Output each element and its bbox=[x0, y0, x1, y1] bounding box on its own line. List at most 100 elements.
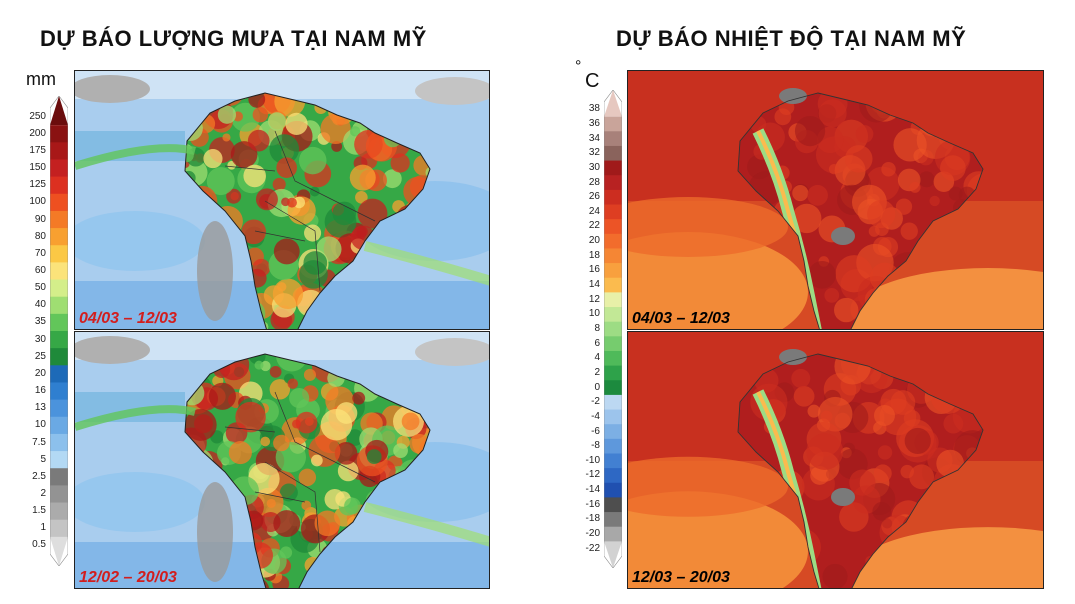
colorbar-swatch bbox=[50, 245, 68, 263]
colorbar-tick-label: 18 bbox=[588, 249, 600, 261]
temperature-map-panel-2: 12/03 – 20/03 bbox=[627, 331, 1044, 589]
colorbar-swatch bbox=[604, 263, 622, 279]
colorbar-tick-label: 2 bbox=[40, 487, 46, 499]
colorbar-swatch bbox=[50, 536, 68, 566]
colorbar-tick-label: 34 bbox=[588, 132, 600, 144]
temperature-map-panel-1: 04/03 – 12/03 bbox=[627, 70, 1044, 330]
colorbar-tick-label: 26 bbox=[588, 191, 600, 203]
colorbar-tick-label: 20 bbox=[34, 367, 46, 379]
colorbar-swatch bbox=[604, 482, 622, 498]
rain-date-label-2: 12/02 – 20/03 bbox=[79, 569, 177, 586]
colorbar-tick-label: 1.5 bbox=[32, 505, 46, 517]
colorbar-tick-label: -20 bbox=[585, 528, 600, 540]
colorbar-swatch bbox=[604, 512, 622, 528]
colorbar-tick-label: 0 bbox=[594, 381, 600, 393]
colorbar-swatch bbox=[50, 519, 68, 538]
colorbar-swatch bbox=[50, 228, 68, 246]
colorbar-swatch bbox=[50, 176, 68, 195]
rain-map-panel-1: 04/03 – 12/03 bbox=[74, 70, 490, 330]
temperature-date-label-2: 12/03 – 20/03 bbox=[632, 569, 730, 586]
colorbar-swatch bbox=[50, 296, 68, 315]
colorbar-tick-label: 20 bbox=[588, 235, 600, 247]
temperature-map-title: DỰ BÁO NHIỆT ĐỘ TẠI NAM MỸ bbox=[616, 26, 967, 51]
colorbar-tick-label: 22 bbox=[588, 220, 600, 232]
rain-unit-label: mm bbox=[26, 69, 56, 89]
colorbar-tick-label: -8 bbox=[591, 440, 600, 452]
colorbar-tick-label: 125 bbox=[29, 179, 46, 191]
colorbar-tick-label: 4 bbox=[594, 352, 600, 364]
colorbar-swatch bbox=[604, 189, 622, 206]
colorbar-tick-label: 7.5 bbox=[32, 436, 46, 448]
colorbar-swatch bbox=[604, 365, 622, 381]
colorbar-swatch bbox=[604, 131, 622, 147]
country-border bbox=[264, 200, 321, 292]
temperature-map-1 bbox=[628, 71, 1043, 329]
country-border bbox=[254, 230, 306, 242]
colorbar-swatch bbox=[604, 526, 622, 542]
rain-map-title: DỰ BÁO LƯỢNG MƯA TẠI NAM MỸ bbox=[40, 26, 427, 51]
colorbar-tick-label: 250 bbox=[29, 110, 46, 122]
colorbar-swatch bbox=[50, 159, 68, 178]
colorbar-tick-label: 28 bbox=[588, 176, 600, 188]
colorbar-tick-label: 16 bbox=[588, 264, 600, 276]
colorbar-swatch bbox=[604, 175, 622, 191]
colorbar-swatch bbox=[604, 453, 622, 469]
country-border bbox=[334, 200, 376, 222]
colorbar-swatch bbox=[604, 409, 622, 425]
colorbar-swatch bbox=[50, 262, 68, 281]
colorbar-tick-label: 100 bbox=[29, 196, 46, 208]
colorbar-tick-label: -2 bbox=[591, 396, 600, 408]
colorbar-tick-label: 50 bbox=[34, 282, 46, 294]
colorbar-tick-label: 13 bbox=[34, 402, 46, 414]
country-border bbox=[254, 491, 306, 503]
colorbar-swatch bbox=[604, 541, 622, 568]
colorbar-tick-label: 175 bbox=[29, 144, 46, 156]
colorbar-swatch bbox=[50, 313, 68, 332]
temperature-colorbar bbox=[603, 89, 623, 569]
colorbar-swatch bbox=[604, 438, 622, 454]
country-border bbox=[264, 461, 321, 553]
colorbar-tick-label: -6 bbox=[591, 425, 600, 437]
colorbar-tick-label: 0.5 bbox=[32, 539, 46, 551]
country-border bbox=[224, 426, 276, 433]
colorbar-tick-label: 8 bbox=[594, 323, 600, 334]
colorbar-swatch bbox=[50, 279, 68, 298]
temperature-date-label-1: 04/03 – 12/03 bbox=[632, 310, 730, 327]
colorbar-swatch bbox=[50, 451, 68, 469]
colorbar-swatch bbox=[50, 142, 68, 160]
colorbar-swatch bbox=[604, 292, 622, 308]
colorbar-tick-label: 24 bbox=[588, 205, 600, 217]
colorbar-swatch bbox=[50, 210, 68, 229]
colorbar-tick-label: 35 bbox=[34, 316, 46, 328]
colorbar-swatch bbox=[604, 204, 622, 220]
colorbar-swatch bbox=[604, 350, 622, 367]
colorbar-tick-label: 2 bbox=[594, 366, 600, 378]
colorbar-swatch bbox=[604, 394, 622, 411]
colorbar-swatch bbox=[50, 348, 68, 366]
colorbar-tick-label: -10 bbox=[585, 454, 600, 466]
colorbar-tick-label: -12 bbox=[585, 469, 600, 481]
colorbar-swatch bbox=[604, 160, 622, 176]
colorbar-swatch bbox=[50, 416, 68, 435]
colorbar-swatch bbox=[50, 96, 68, 126]
colorbar-swatch bbox=[50, 331, 68, 349]
colorbar-tick-label: 10 bbox=[34, 419, 46, 431]
country-border bbox=[274, 130, 336, 202]
colorbar-tick-label: -22 bbox=[585, 542, 600, 554]
colorbar-tick-label: 10 bbox=[588, 308, 600, 320]
colorbar-swatch bbox=[50, 365, 68, 383]
colorbar-swatch bbox=[604, 307, 622, 323]
colorbar-tick-label: 150 bbox=[29, 162, 46, 174]
colorbar-swatch bbox=[50, 468, 68, 486]
colorbar-tick-label: 12 bbox=[588, 293, 600, 305]
colorbar-tick-label: 2.5 bbox=[32, 470, 46, 482]
colorbar-tick-label: -16 bbox=[585, 498, 600, 510]
colorbar-tick-label: 90 bbox=[34, 213, 46, 225]
colorbar-swatch bbox=[50, 382, 68, 401]
country-border bbox=[224, 165, 276, 172]
colorbar-swatch bbox=[604, 424, 622, 440]
colorbar-tick-label: 6 bbox=[594, 337, 600, 349]
country-border bbox=[274, 391, 336, 463]
colorbar-tick-label: 38 bbox=[588, 103, 600, 115]
colorbar-tick-label: 16 bbox=[34, 385, 46, 397]
